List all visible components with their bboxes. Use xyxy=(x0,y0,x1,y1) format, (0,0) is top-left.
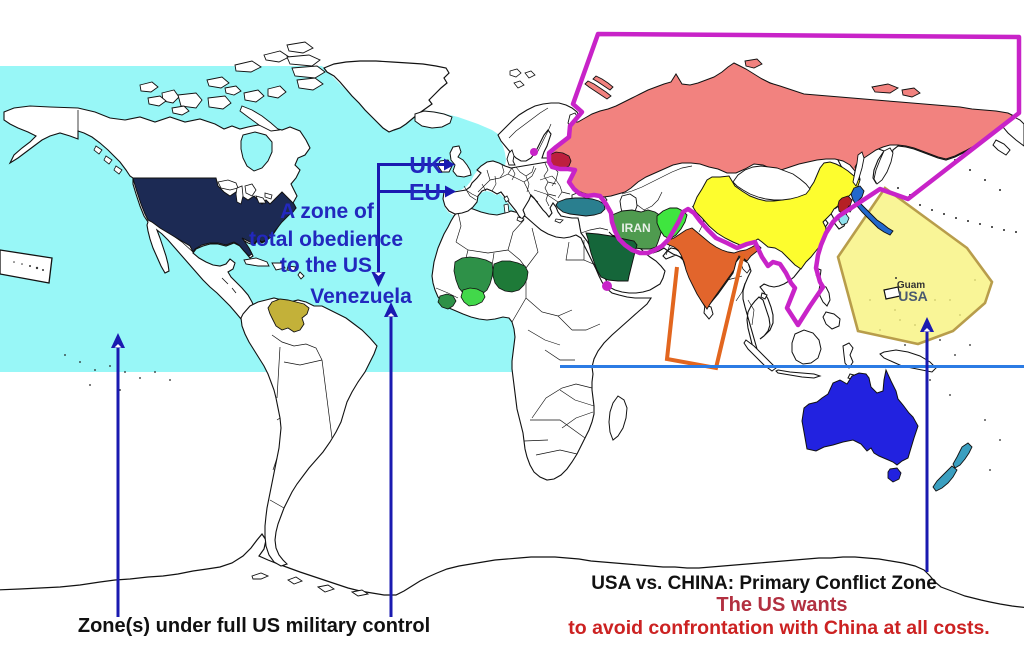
svg-text:to the US: to the US xyxy=(280,254,372,277)
svg-text:Zone(s) under full US military: Zone(s) under full US military control xyxy=(78,615,430,637)
svg-text:USA: USA xyxy=(898,288,928,304)
svg-text:Venezuela: Venezuela xyxy=(310,285,412,308)
svg-text:to avoid confrontation with Ch: to avoid confrontation with China at all… xyxy=(568,617,989,639)
svg-text:total obedience: total obedience xyxy=(249,228,403,251)
svg-text:The US wants: The US wants xyxy=(716,594,847,616)
svg-text:Guam: Guam xyxy=(897,280,925,291)
svg-text:IRAN: IRAN xyxy=(621,221,650,235)
svg-text:USA vs. CHINA: Primary Conflic: USA vs. CHINA: Primary Conflict Zone xyxy=(591,573,937,594)
svg-text:EU: EU xyxy=(409,179,441,205)
svg-text:A zone of: A zone of xyxy=(280,200,375,223)
svg-text:UK: UK xyxy=(409,152,443,178)
